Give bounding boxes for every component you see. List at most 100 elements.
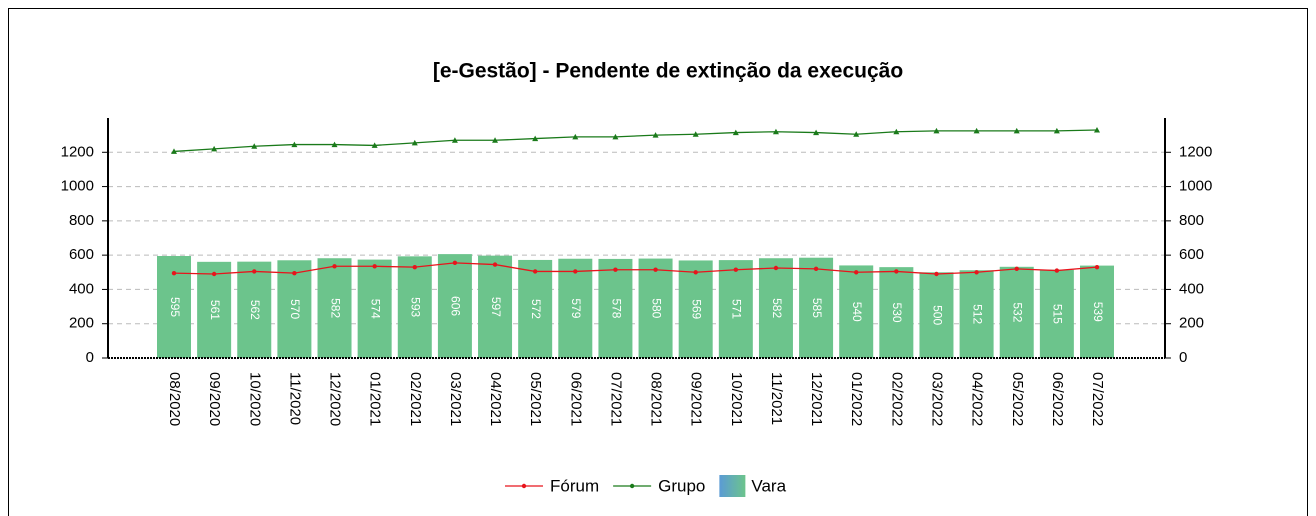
marker xyxy=(411,139,418,146)
marker xyxy=(1093,127,1100,133)
marker xyxy=(572,133,579,140)
bar-label: 539 xyxy=(1091,302,1105,322)
bar-label: 540 xyxy=(850,302,864,322)
chart-title: [e-Gestão] - Pendente de extinção da exe… xyxy=(433,60,903,83)
x-tick-label: 02/2021 xyxy=(407,372,424,426)
bar xyxy=(277,260,312,358)
marker xyxy=(893,128,900,135)
marker xyxy=(291,141,298,148)
x-tick-label: 08/2020 xyxy=(166,372,183,426)
marker xyxy=(1053,127,1060,134)
marker xyxy=(934,271,939,277)
bar xyxy=(1079,265,1114,358)
marker xyxy=(692,131,699,137)
legend-label: Vara xyxy=(751,476,786,495)
y-tick-label: 600 xyxy=(69,246,94,263)
x-tick-label: 06/2021 xyxy=(567,372,584,426)
bar xyxy=(638,258,673,358)
marker xyxy=(451,137,458,143)
marker xyxy=(412,264,417,270)
marker xyxy=(1013,127,1020,134)
bar xyxy=(919,272,954,358)
x-tick-label: 01/2022 xyxy=(848,372,865,426)
marker xyxy=(171,270,177,276)
marker xyxy=(1054,268,1060,273)
legend-marker xyxy=(521,483,527,489)
bar xyxy=(758,258,793,358)
bar-label: 579 xyxy=(569,298,583,318)
marker xyxy=(532,269,538,274)
marker xyxy=(974,270,979,275)
bar-label: 561 xyxy=(208,300,222,320)
marker xyxy=(933,127,940,134)
y2-tick-label: 200 xyxy=(1179,315,1204,332)
y2-tick-label: 0 xyxy=(1179,349,1187,366)
marker xyxy=(732,129,739,136)
marker xyxy=(973,127,980,134)
x-tick-label: 07/2021 xyxy=(607,372,624,426)
x-tick-label: 03/2022 xyxy=(929,372,946,426)
marker xyxy=(332,264,337,269)
y2-tick-label: 1200 xyxy=(1179,143,1212,160)
marker xyxy=(652,132,659,138)
marker xyxy=(211,271,217,277)
legend-label: Grupo xyxy=(658,476,705,495)
line xyxy=(173,262,1098,275)
marker xyxy=(573,269,578,274)
bar xyxy=(518,259,553,358)
marker xyxy=(613,267,618,272)
legend-label: Fórum xyxy=(550,476,599,495)
y-tick-label: 200 xyxy=(69,315,94,332)
x-tick-label: 05/2021 xyxy=(527,372,544,426)
bar-label: 593 xyxy=(409,297,423,317)
bar-label: 512 xyxy=(970,304,984,324)
bar xyxy=(437,254,472,358)
x-tick-label: 03/2021 xyxy=(447,372,464,426)
bar-label: 532 xyxy=(1011,302,1025,322)
bar xyxy=(397,256,432,358)
marker xyxy=(452,260,458,266)
bar xyxy=(839,265,874,358)
marker xyxy=(371,142,378,148)
bar xyxy=(598,258,633,358)
x-tick-label: 02/2022 xyxy=(888,372,905,426)
x-tick-label: 05/2022 xyxy=(1009,372,1026,426)
x-tick-label: 06/2022 xyxy=(1049,372,1066,426)
marker xyxy=(1094,264,1100,270)
x-tick-label: 07/2022 xyxy=(1089,372,1106,426)
x-tick-label: 12/2020 xyxy=(327,372,344,426)
x-tick-label: 11/2021 xyxy=(768,372,785,425)
marker xyxy=(532,135,539,142)
bar xyxy=(999,266,1034,358)
bar-label: 585 xyxy=(810,298,824,318)
y2-tick-label: 1000 xyxy=(1179,178,1212,195)
marker xyxy=(492,262,498,267)
bar-label: 569 xyxy=(690,299,704,319)
marker xyxy=(211,145,218,152)
y-tick-label: 1200 xyxy=(61,143,94,160)
line xyxy=(173,129,1098,153)
y2-tick-label: 600 xyxy=(1179,246,1204,263)
marker xyxy=(813,266,819,272)
bar xyxy=(879,267,914,358)
bar xyxy=(1039,269,1074,358)
bar-label: 574 xyxy=(368,299,382,319)
x-tick-label: 10/2020 xyxy=(246,372,263,426)
bar-label: 562 xyxy=(248,300,262,320)
frame xyxy=(8,8,1308,516)
bar xyxy=(718,260,753,358)
marker xyxy=(773,265,779,271)
x-tick-label: 10/2021 xyxy=(728,372,745,426)
marker xyxy=(612,133,619,140)
bar xyxy=(197,261,232,358)
x-tick-label: 09/2020 xyxy=(206,372,223,426)
bar-label: 500 xyxy=(930,305,944,325)
marker xyxy=(251,143,258,149)
x-tick-label: 09/2021 xyxy=(688,372,705,426)
marker xyxy=(331,141,338,148)
bar-label: 580 xyxy=(649,298,663,318)
y-tick-label: 0 xyxy=(86,349,94,366)
y2-tick-label: 800 xyxy=(1179,212,1204,229)
marker xyxy=(653,267,658,272)
